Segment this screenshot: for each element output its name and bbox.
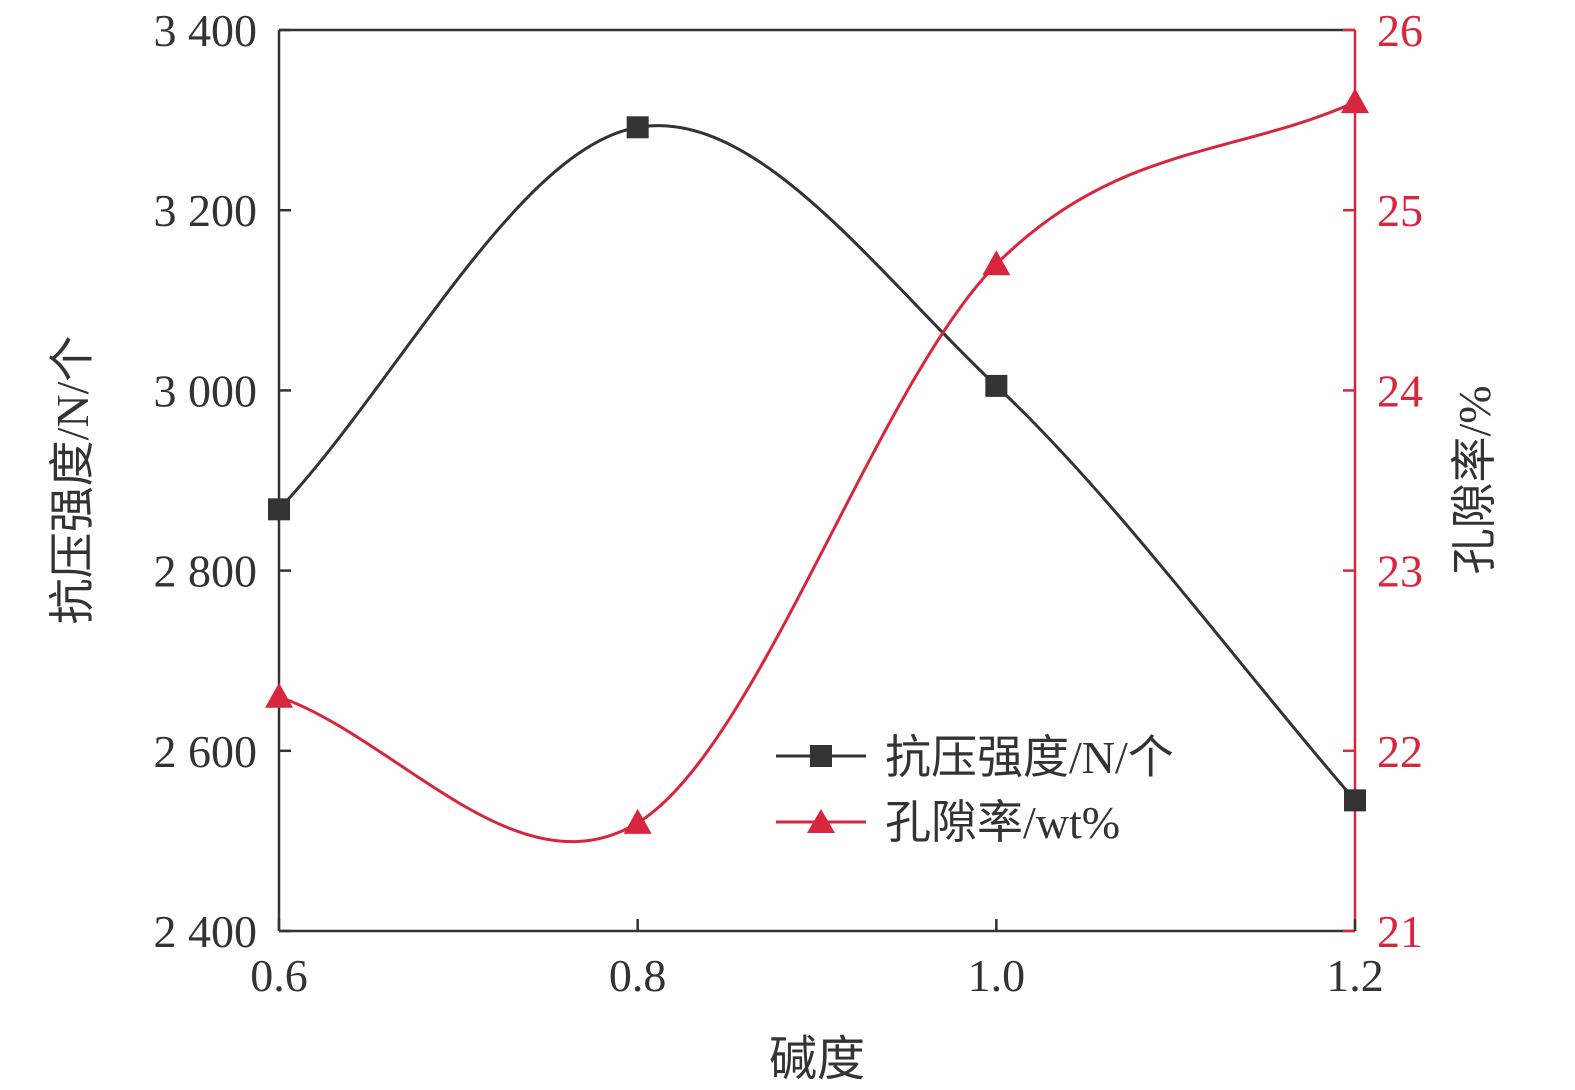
left-y-tick-label: 3 000 — [154, 365, 258, 416]
legend-marker-square — [810, 745, 832, 767]
legend-item-strength: 抗压强度/N/个 — [776, 732, 1174, 783]
right-y-tick-label: 24 — [1377, 365, 1423, 416]
left-y-tick-label: 3 400 — [154, 5, 258, 56]
left-y-tick-label: 3 200 — [154, 185, 258, 236]
right-y-ticks: 21 22 23 24 25 26 — [1343, 5, 1423, 957]
strength-point-marker — [985, 374, 1008, 397]
x-tick-label: 0.6 — [250, 950, 308, 1001]
left-y-tick-label: 2 800 — [154, 546, 258, 597]
strength-point-marker — [1344, 789, 1366, 812]
x-axis-label: 碱度 — [769, 1033, 865, 1086]
porosity-point-marker — [623, 808, 652, 834]
porosity-point-marker — [1341, 88, 1369, 114]
left-y-tick-label: 2 600 — [154, 726, 258, 777]
right-y-tick-label: 23 — [1377, 546, 1423, 597]
right-y-tick-label: 22 — [1377, 726, 1423, 777]
series-layer — [265, 88, 1369, 844]
left-y-axis-label: 抗压强度/N/个 — [47, 336, 98, 625]
porosity-point-marker — [265, 682, 293, 708]
legend-item-porosity: 孔隙率/wt% — [776, 797, 1120, 848]
x-ticks: 0.6 0.8 1.0 1.2 — [250, 919, 1384, 1001]
plot-frame — [277, 28, 1357, 933]
legend: 抗压强度/N/个 孔隙率/wt% — [776, 732, 1174, 848]
x-tick-label: 0.8 — [609, 950, 667, 1001]
porosity-point-marker — [982, 250, 1011, 276]
strength-point-marker — [626, 116, 649, 139]
right-y-tick-label: 25 — [1377, 185, 1423, 236]
strength-point-marker — [268, 498, 290, 521]
right-y-tick-label: 21 — [1377, 906, 1423, 957]
x-tick-label: 1.0 — [968, 950, 1026, 1001]
x-tick-label: 1.2 — [1326, 950, 1384, 1001]
legend-label-porosity: 孔隙率/wt% — [885, 797, 1120, 848]
legend-label-strength: 抗压强度/N/个 — [885, 732, 1174, 783]
right-y-axis-label: 孔隙率/% — [1449, 385, 1500, 574]
strength-series-line — [277, 124, 1357, 802]
right-y-tick-label: 26 — [1377, 5, 1423, 56]
legend-marker-triangle — [807, 809, 835, 833]
left-y-tick-label: 2 400 — [154, 906, 258, 957]
porosity-series-line — [278, 100, 1356, 844]
left-y-ticks: 2 400 2 600 2 800 3 000 3 200 3 400 — [154, 5, 291, 957]
